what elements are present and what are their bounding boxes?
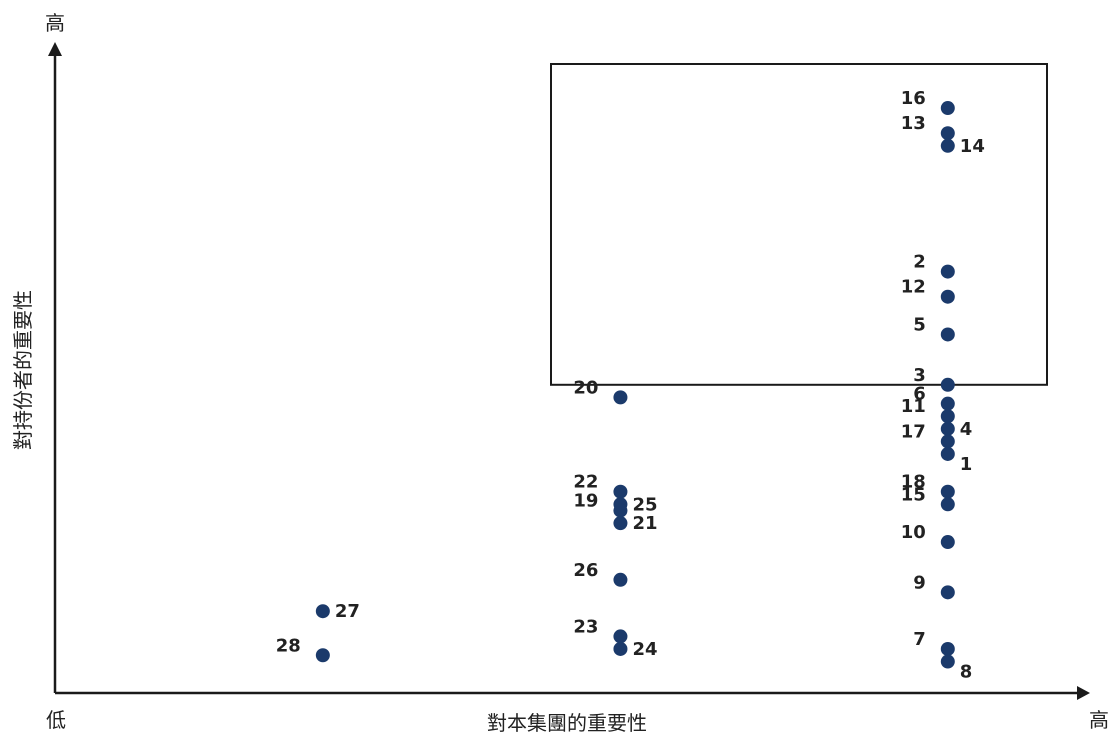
data-point-1	[940, 446, 955, 461]
x-axis-low-label: 低	[46, 708, 66, 732]
x-axis-high-label: 高	[1089, 708, 1109, 732]
data-point-5	[940, 327, 955, 342]
data-point-14	[940, 138, 955, 153]
data-point-label-12: 12	[901, 277, 926, 298]
data-point-8	[940, 654, 955, 669]
data-point-label-18: 18	[901, 472, 926, 493]
x-axis-arrow	[1077, 686, 1090, 700]
data-point-label-8: 8	[960, 662, 973, 683]
data-point-22	[613, 484, 628, 499]
data-point-21	[613, 516, 628, 531]
data-point-label-9: 9	[913, 572, 926, 593]
data-point-label-27: 27	[335, 601, 360, 622]
data-point-label-21: 21	[632, 513, 657, 534]
data-point-19	[613, 503, 628, 518]
data-point-label-7: 7	[913, 629, 926, 650]
data-point-label-15: 15	[901, 484, 926, 505]
data-point-16	[940, 101, 955, 116]
data-point-label-6: 6	[913, 384, 926, 405]
data-point-10	[940, 535, 955, 550]
data-point-label-16: 16	[901, 88, 926, 109]
data-point-label-25: 25	[632, 494, 657, 515]
data-point-26	[613, 572, 628, 587]
data-point-13	[940, 126, 955, 141]
data-point-6	[940, 396, 955, 411]
data-point-label-19: 19	[573, 491, 598, 512]
y-axis-high-label: 高	[45, 11, 65, 35]
data-point-label-13: 13	[901, 113, 926, 134]
data-point-label-17: 17	[901, 421, 926, 442]
data-point-label-3: 3	[913, 365, 926, 386]
data-point-27	[315, 604, 330, 619]
data-point-23	[613, 629, 628, 644]
data-point-label-20: 20	[573, 377, 598, 398]
data-point-label-10: 10	[901, 522, 926, 543]
data-point-label-28: 28	[276, 635, 301, 656]
data-point-20	[613, 390, 628, 405]
data-point-2	[940, 264, 955, 279]
data-point-12	[940, 289, 955, 304]
data-point-17	[940, 434, 955, 449]
data-point-3	[940, 377, 955, 392]
data-point-11	[940, 409, 955, 424]
data-point-label-11: 11	[901, 396, 926, 417]
data-point-label-14: 14	[960, 136, 985, 157]
x-axis-title: 對本集團的重要性	[487, 711, 647, 735]
data-point-15	[940, 497, 955, 512]
data-point-9	[940, 585, 955, 600]
y-axis-title: 對持份者的重要性	[11, 290, 35, 450]
data-point-label-4: 4	[960, 419, 973, 440]
data-point-label-26: 26	[573, 560, 598, 581]
data-point-28	[315, 648, 330, 663]
data-point-24	[613, 641, 628, 656]
data-point-label-2: 2	[913, 252, 926, 273]
data-point-label-5: 5	[913, 314, 926, 335]
data-point-18	[940, 484, 955, 499]
data-point-label-23: 23	[573, 616, 598, 637]
data-point-4	[940, 421, 955, 436]
highlight-region-box	[550, 63, 1048, 386]
data-point-label-22: 22	[573, 472, 598, 493]
data-point-label-24: 24	[632, 639, 657, 660]
y-axis-arrow	[48, 42, 62, 56]
data-point-7	[940, 641, 955, 656]
data-point-label-1: 1	[960, 454, 973, 475]
